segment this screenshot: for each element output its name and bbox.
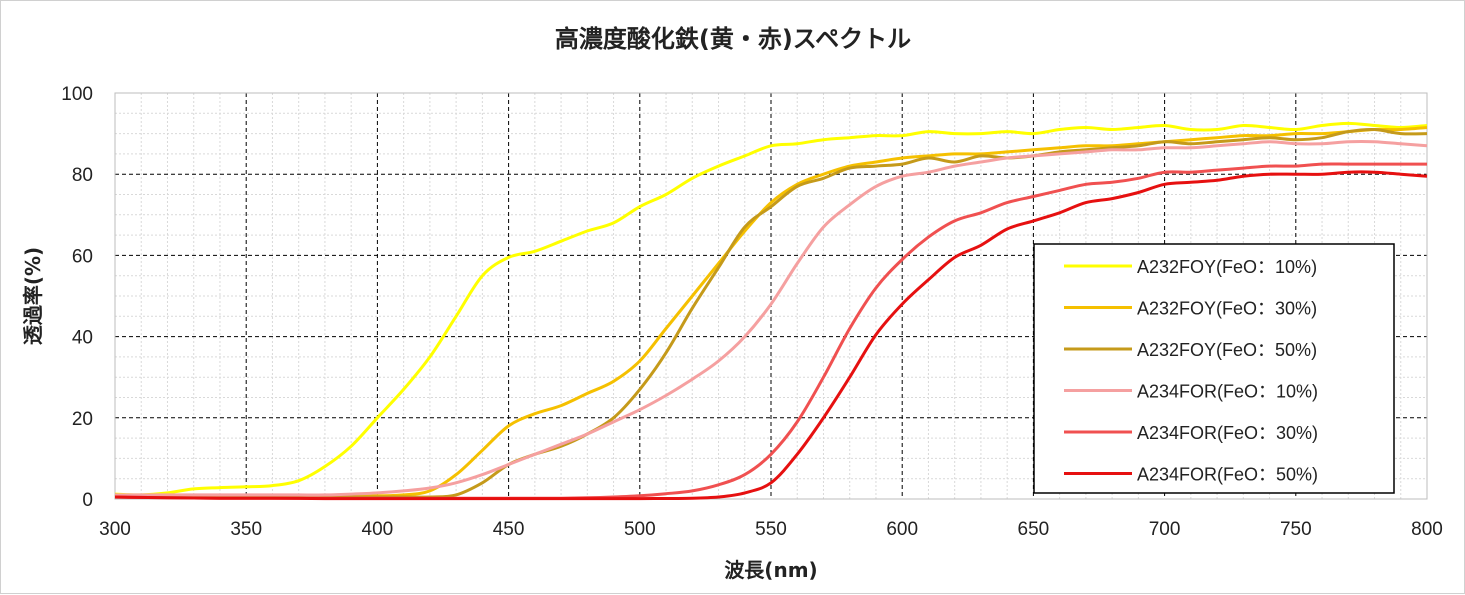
series-line-1 — [114, 121, 1428, 497]
x-tick-label: 550 — [755, 519, 787, 540]
x-tick-label: 600 — [886, 519, 918, 540]
y-axis-title: 透過率(%) — [21, 247, 45, 345]
y-tick-label: 60 — [72, 246, 93, 267]
series-line-4 — [115, 139, 1428, 497]
legend-label-4: A234FOR(FeO：10%) — [1137, 382, 1318, 402]
x-tick-label: 450 — [493, 519, 525, 540]
legend-label-3: A232FOY(FeO：50%) — [1137, 340, 1317, 360]
y-tick-label: 0 — [82, 490, 93, 511]
legend-label-6: A234FOR(FeO：50%) — [1137, 465, 1318, 485]
x-axis-ticks: 300 350 400 450 500 550 600 650 700 750 800 — [99, 519, 1443, 540]
x-tick-label: 500 — [624, 519, 656, 540]
legend: A232FOY(FeO：10%) A232FOY(FeO：30%) A232FOY(… — [1033, 243, 1395, 494]
y-tick-label: 80 — [72, 165, 93, 186]
y-axis-ticks: 0 20 40 60 80 100 — [61, 84, 93, 511]
series-layer — [114, 121, 1428, 501]
x-tick-label: 650 — [1018, 519, 1050, 540]
x-axis-title: 波長(nm) — [724, 558, 817, 582]
chart-title: 高濃度酸化鉄(黄・赤)スペクトル — [555, 25, 911, 53]
x-tick-label: 800 — [1411, 519, 1443, 540]
y-tick-label: 20 — [72, 409, 93, 430]
y-tick-label: 100 — [61, 84, 93, 105]
legend-label-5: A234FOR(FeO：30%) — [1137, 423, 1318, 443]
plot-border — [114, 92, 1428, 500]
x-tick-label: 700 — [1149, 519, 1181, 540]
legend-label-1: A232FOY(FeO：10%) — [1137, 257, 1317, 277]
legend-label-2: A232FOY(FeO：30%) — [1137, 299, 1317, 319]
x-tick-label: 350 — [230, 519, 262, 540]
x-tick-label: 750 — [1280, 519, 1312, 540]
y-tick-label: 40 — [72, 328, 93, 349]
legend-box — [1033, 243, 1395, 494]
x-tick-label: 300 — [99, 519, 131, 540]
x-tick-label: 400 — [362, 519, 394, 540]
series-line-6 — [114, 170, 1428, 501]
